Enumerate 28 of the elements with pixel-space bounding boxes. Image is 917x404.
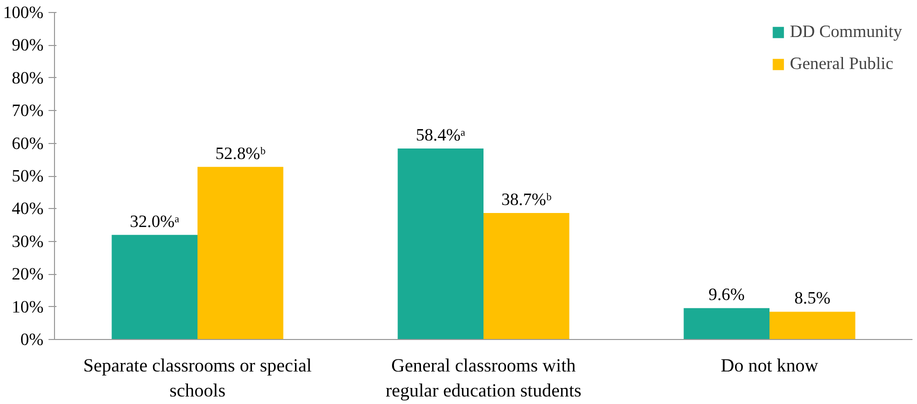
data-label: 38.7%ᵇ [501,190,552,209]
y-tick-label: 20% [12,264,44,284]
data-label: 52.8%ᵇ [215,144,266,163]
y-tick-label: 70% [12,101,44,120]
data-label: 9.6% [708,285,745,304]
bar [770,312,856,340]
y-tick-label: 50% [12,166,44,186]
data-label: 8.5% [794,288,830,308]
bar [484,212,570,340]
y-tick-label: 60% [12,134,44,153]
y-tick-label: 0% [20,330,44,349]
y-tick-label: 40% [12,199,44,218]
data-label: 58.4%ᵃ [416,126,466,145]
x-tick-label: Do not know [720,356,819,376]
y-tick-label: 10% [12,297,44,316]
y-tick-label: 100% [3,3,44,22]
x-tick-label: General classrooms with regular education students [386,356,582,402]
bar [398,148,484,340]
legend-label: DD Community [790,22,902,42]
bar [684,308,770,340]
bar [198,166,284,340]
legend-label: General Public [790,54,894,74]
y-tick-label: 30% [12,232,44,251]
y-tick-label: 80% [12,68,44,88]
bar [112,234,198,340]
y-tick-label: 90% [12,36,44,55]
data-label: 32.0%ᵃ [130,212,180,231]
x-tick-label: Separate classrooms or special schools [83,356,312,402]
